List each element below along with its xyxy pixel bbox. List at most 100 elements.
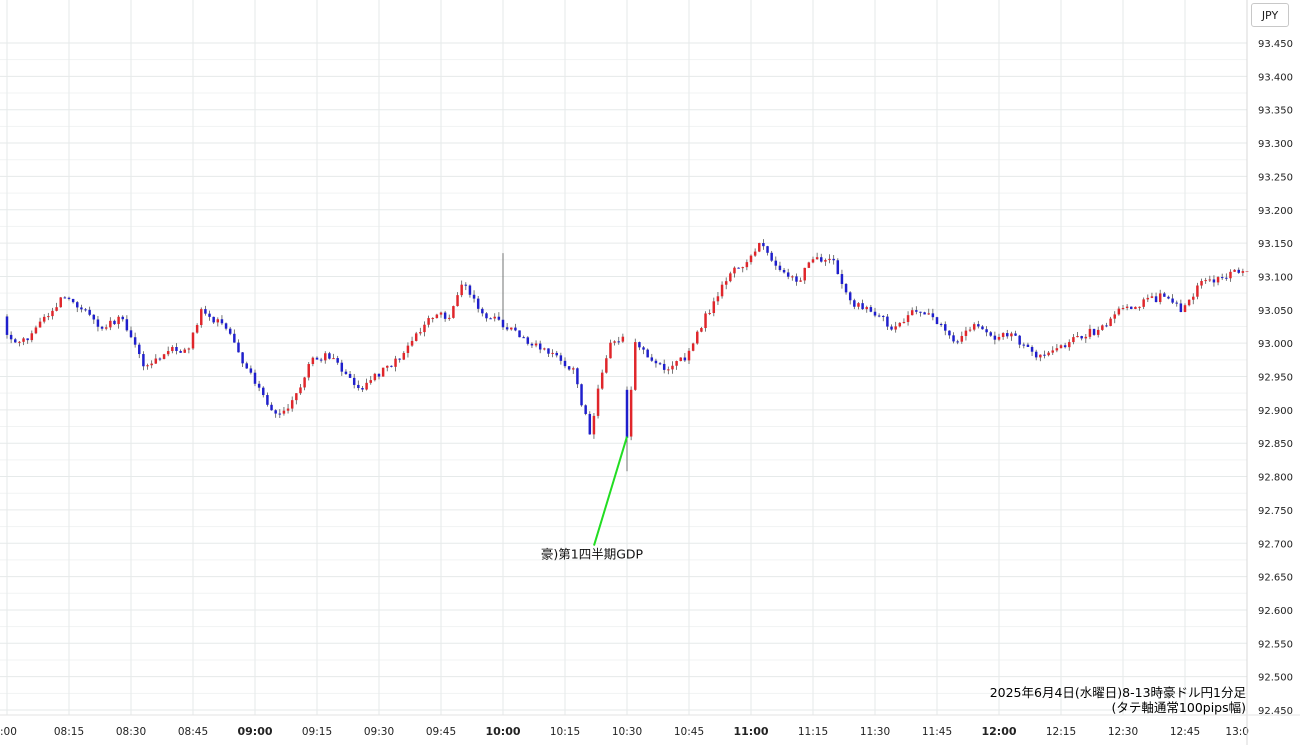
candle-body	[1187, 299, 1191, 306]
y-tick-label: 92.900	[1258, 406, 1293, 417]
y-tick-label: 92.550	[1258, 639, 1293, 650]
candle-body	[944, 324, 947, 331]
candle-body	[1113, 314, 1116, 319]
candle-body	[646, 349, 649, 358]
candle-body	[319, 359, 323, 361]
candle-body	[770, 252, 773, 261]
candle-body	[844, 283, 848, 293]
candle-body	[76, 302, 79, 308]
candle-body	[125, 319, 129, 331]
y-tick-label: 93.000	[1258, 339, 1293, 350]
candle-body	[344, 371, 348, 374]
candle-body	[654, 360, 658, 364]
candle-body	[803, 267, 806, 281]
candle-body	[848, 292, 852, 301]
candle-body	[241, 352, 244, 364]
x-tick-label: 09:45	[426, 726, 456, 738]
candle-body	[162, 354, 166, 359]
candle-body	[208, 313, 211, 317]
x-tick-label: 08:30	[116, 726, 146, 738]
candle-body	[997, 336, 1001, 340]
candle-body	[820, 257, 823, 262]
candle-body	[1022, 344, 1026, 346]
candle-body	[1063, 345, 1067, 348]
candle-body	[34, 327, 38, 334]
currency-label[interactable]: JPY	[1251, 3, 1289, 27]
candle-body	[675, 361, 678, 366]
candle-body	[704, 313, 707, 329]
candle-body	[840, 274, 844, 284]
candle-body	[915, 310, 918, 312]
candle-body	[113, 320, 116, 325]
x-tick-label: 12:30	[1108, 726, 1138, 738]
candle-body	[493, 316, 496, 319]
candle-body	[555, 352, 558, 356]
candle-body	[939, 324, 943, 326]
y-tick-label: 93.300	[1258, 139, 1293, 150]
candle-body	[175, 347, 178, 351]
candle-body	[551, 352, 554, 354]
candle-body	[1101, 325, 1104, 330]
candle-body	[307, 364, 310, 378]
candle-body	[518, 330, 521, 338]
x-tick-label: 09:15	[302, 726, 332, 738]
candle-body	[1088, 328, 1092, 337]
candle-body	[1208, 279, 1212, 281]
candle-body	[919, 311, 922, 313]
candle-body	[786, 272, 790, 277]
y-tick-label: 92.600	[1258, 606, 1293, 617]
candle-body	[262, 387, 265, 396]
candle-body	[237, 342, 240, 353]
candle-body	[1179, 303, 1183, 313]
candle-body	[270, 404, 273, 411]
candle-body	[249, 368, 253, 373]
candle-body	[791, 276, 794, 278]
candle-body	[92, 314, 96, 320]
candle-body	[832, 258, 835, 261]
candle-body	[191, 332, 195, 349]
candle-body	[406, 345, 410, 353]
candle-body	[63, 297, 67, 299]
candle-body	[828, 258, 831, 261]
candle-body	[1146, 297, 1150, 300]
candle-body	[534, 343, 538, 346]
candle-body	[935, 317, 939, 325]
candle-body	[1109, 318, 1112, 326]
candle-body	[993, 335, 997, 340]
candle-body	[547, 348, 550, 354]
candle-body	[902, 321, 906, 323]
y-tick-label: 93.100	[1258, 272, 1293, 283]
candle-body	[394, 358, 397, 367]
x-tick-label: 10:15	[550, 726, 580, 738]
candle-body	[1006, 333, 1009, 337]
candle-body	[964, 330, 968, 336]
candle-body	[634, 342, 637, 390]
candle-body	[807, 262, 811, 268]
candle-body	[47, 316, 50, 318]
candle-body	[419, 332, 422, 334]
candle-body	[9, 334, 13, 340]
candle-body	[104, 327, 108, 329]
candle-body	[187, 348, 191, 350]
candle-body	[1084, 336, 1088, 339]
candle-body	[373, 373, 377, 381]
x-tick-label: 10:30	[612, 726, 642, 738]
candle-body	[910, 310, 914, 316]
candle-body	[766, 246, 769, 253]
candle-body	[220, 319, 224, 324]
candle-body	[365, 382, 368, 390]
candle-body	[1134, 306, 1137, 309]
candle-body	[121, 316, 124, 320]
candle-body	[1026, 344, 1030, 347]
candle-body	[55, 307, 58, 311]
x-tick-label: 10:45	[674, 726, 704, 738]
candle-body	[505, 327, 509, 330]
candle-body	[1142, 299, 1145, 307]
candle-body	[600, 372, 604, 389]
candle-body	[1130, 306, 1133, 309]
event-pointer-line	[593, 436, 628, 546]
candle-body	[733, 267, 736, 274]
candle-body	[357, 384, 360, 389]
candle-body	[609, 342, 612, 359]
candle-body	[336, 358, 339, 363]
